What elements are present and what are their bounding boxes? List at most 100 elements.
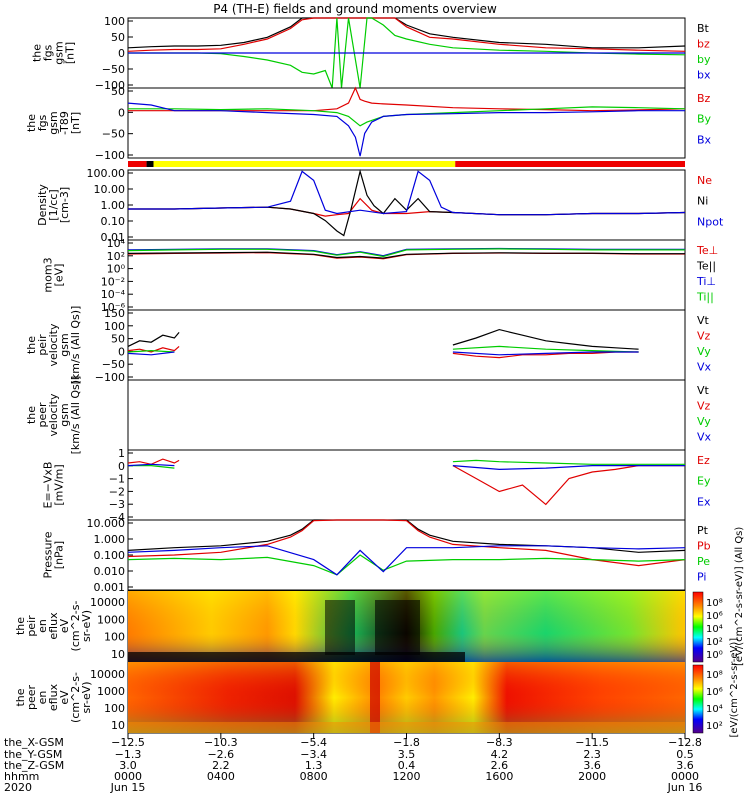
y-tick-label: 50 (111, 333, 125, 346)
y-tick-label: −50 (102, 358, 125, 371)
x-tick-label: 0000 (114, 770, 142, 783)
y-tick-label: 10⁻⁴ (101, 288, 126, 301)
panels: 100500−50−100Btbzbybxthefgsgsm[nT]500−50… (14, 15, 745, 738)
legend-Ti||: Ti|| (696, 291, 714, 304)
y-tick-label: 1 (118, 447, 125, 460)
x-tick-label: 0400 (207, 770, 235, 783)
panel-p8: 10.000 1.000 0.100 0.010 0.001 Pt Pb Pe Pi Pressu… (42, 517, 711, 594)
legend-Bz: Bz (697, 92, 711, 105)
y-tick-label: 1.000 (94, 533, 126, 546)
legend-Ex: Ex (697, 495, 711, 508)
y-axis-label: [1/cc] (47, 189, 60, 220)
legend-bz: bz (697, 38, 710, 51)
series-line-Bz (128, 86, 686, 112)
y-axis-label: Pressure (42, 531, 55, 578)
legend-Vz: Vz (697, 400, 711, 413)
panel-p7: 10−1−2−3−4 Ez Ey Ex E=−VxB[mV/m] (42, 447, 711, 524)
y-axis-label: the (25, 406, 38, 424)
x-tick-label: 3.5 (398, 748, 416, 761)
y-axis-label: velocity (47, 323, 60, 366)
mode-bar-segment (153, 161, 456, 167)
legend-By: By (697, 113, 712, 126)
series-line-Vy (127, 345, 639, 353)
x-tick-label: 2000 (578, 770, 606, 783)
y-tick-label: 100 (104, 702, 125, 715)
x-tick-label: −8.3 (486, 736, 513, 749)
mode-bar (128, 161, 685, 167)
x-tick-label: 3.0 (119, 759, 137, 772)
y-axis-label: the (31, 44, 44, 62)
legend-bx: bx (697, 69, 711, 82)
y-tick-label: 0 (118, 345, 125, 358)
panel-frame (127, 169, 686, 241)
series-line-Ey (128, 459, 685, 469)
panel-frame (127, 379, 686, 451)
colorbar-tick-label: 10⁶ (706, 611, 723, 622)
legend-Pt: Pt (697, 524, 709, 537)
x-tick-label: 3.6 (676, 759, 694, 772)
x-tick-label: 2.2 (212, 759, 230, 772)
y-axis-label: [cm-3] (58, 187, 71, 223)
y-axis-label: eV (58, 618, 71, 633)
y-tick-label: −100 (95, 149, 125, 162)
y-tick-label: 10 (111, 648, 125, 661)
y-tick-label: 100 (104, 320, 125, 333)
legend-Ne: Ne (697, 174, 712, 187)
y-axis-label: [km/s (All Qs)] (69, 376, 82, 455)
plot-title: P4 (TH-E) fields and ground moments over… (213, 2, 497, 16)
y-axis-label: gsm (58, 403, 71, 426)
y-axis-label: the (14, 617, 27, 635)
axis-row-label: the_X-GSM (4, 736, 64, 749)
y-axis-label: gsm (47, 111, 60, 134)
x-tick-label: 0800 (300, 770, 328, 783)
x-tick-label: 1600 (485, 770, 513, 783)
legend-Vy: Vy (697, 415, 711, 428)
colorbar-tick-label: 10⁰ (706, 650, 723, 661)
x-tick-label: −11.5 (575, 736, 609, 749)
y-tick-label: 10⁴ (107, 237, 126, 250)
y-axis-label: eV (58, 690, 71, 705)
legend-Vt: Vt (697, 314, 710, 327)
colorbar-tick-label: 10⁴ (706, 624, 723, 635)
x-tick-label: 4.2 (491, 748, 509, 761)
legend-Vx: Vx (697, 361, 712, 374)
series-line-Vt (127, 328, 639, 350)
legend-Npot: Npot (697, 215, 724, 228)
y-tick-label: 10000 (90, 668, 125, 681)
x-tick-label: −2.6 (207, 748, 234, 761)
y-tick-label: 0 (118, 460, 125, 473)
y-axis-label: [km/s (All Qs)] (69, 306, 82, 385)
y-axis-label: peer (36, 402, 49, 428)
series-line-Ex (127, 463, 685, 471)
series-line-Te|| (127, 251, 685, 259)
x-tick-label: 3.6 (583, 759, 601, 772)
legend-Te⊥: Te⊥ (696, 244, 718, 257)
axis-row-label: the_Z-GSM (4, 759, 64, 772)
y-tick-label: −2 (109, 485, 125, 498)
panel-frame (127, 519, 686, 591)
x-tick-label: −12.8 (668, 736, 702, 749)
legend-Vx: Vx (697, 431, 712, 444)
x-tick-label: −10.3 (204, 736, 238, 749)
y-axis-label: peir (36, 334, 49, 356)
y-axis-label: sr-eV) (80, 610, 93, 642)
mode-bar-segment (455, 161, 685, 167)
y-axis-label: the (14, 688, 27, 706)
panel-p3: 100.00 10.00 1.00 0.10 0.01 Ne Ni Npot Density[1… (36, 167, 724, 244)
y-tick-label: −100 (95, 371, 125, 384)
y-axis-label: gsm (53, 41, 66, 64)
y-tick-label: 0 (118, 47, 125, 60)
y-axis-label: fgs (36, 114, 49, 131)
x-tick-label: 0.5 (676, 748, 694, 761)
series-line-Bx (127, 102, 685, 157)
y-tick-label: −50 (102, 63, 125, 76)
panel-frame (127, 449, 686, 521)
colorbar-tick-label: 10² (706, 637, 723, 648)
x-tick-label: −12.5 (111, 736, 145, 749)
y-tick-label: 50 (111, 85, 125, 98)
